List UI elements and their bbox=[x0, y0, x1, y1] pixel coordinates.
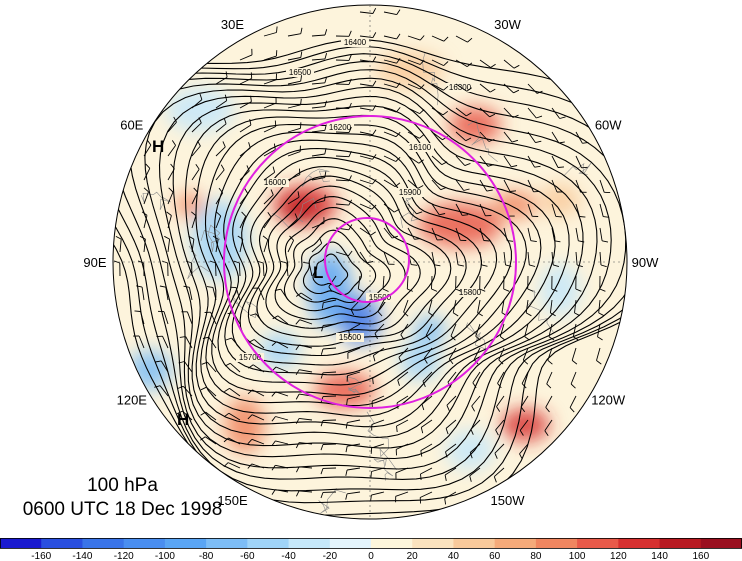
colorbar-tick-label: -160 bbox=[31, 551, 51, 561]
inner-magenta-circle bbox=[324, 217, 410, 303]
colorbar-tick-label: -40 bbox=[281, 551, 296, 561]
colorbar-tick-label: -60 bbox=[240, 551, 255, 561]
polar-stereographic-map: 16400 16500 16300 16200 16100 16000 15900 15800… bbox=[83, 4, 659, 520]
contour-label: 15500 bbox=[369, 293, 392, 302]
longitude-label: 30E bbox=[221, 17, 244, 32]
low-center-label: L bbox=[313, 263, 323, 282]
colorbar-tick-label: -140 bbox=[72, 551, 92, 561]
longitude-label: 90W bbox=[632, 255, 659, 270]
colorbar-swatch bbox=[371, 538, 413, 548]
colorbar-swatch bbox=[535, 538, 578, 548]
contour-label: 15700 bbox=[239, 353, 262, 362]
colorbar-swatch bbox=[700, 538, 742, 548]
longitude-label: 30W bbox=[494, 17, 521, 32]
contour-label: 16500 bbox=[289, 68, 312, 77]
colorbar-swatch bbox=[453, 538, 496, 548]
longitude-label: 150W bbox=[491, 493, 526, 508]
colorbar-swatch bbox=[0, 538, 42, 548]
colorbar-swatch bbox=[164, 538, 207, 548]
colorbar-tick-label: -80 bbox=[199, 551, 214, 561]
valid-time: 0600 UTC 18 Dec 1998 bbox=[22, 499, 223, 520]
colorbar-swatch bbox=[206, 538, 248, 548]
colorbar-swatch bbox=[577, 538, 619, 548]
colorbar-swatch bbox=[82, 538, 125, 548]
longitude-label: 60W bbox=[595, 118, 622, 133]
meridian-lines bbox=[113, 5, 627, 519]
contour-label: 15800 bbox=[459, 288, 482, 297]
colorbar-swatch bbox=[41, 538, 83, 548]
colorbar-tick-label: -100 bbox=[155, 551, 175, 561]
contour-label: 15900 bbox=[399, 188, 422, 197]
colorbar-tick-label: -20 bbox=[323, 551, 338, 561]
longitude-labels: 030W60W90W120W150W180150E120E90E60E30E bbox=[83, 17, 659, 508]
contour-label: 16100 bbox=[409, 143, 432, 152]
colorbar-tick-label: 100 bbox=[569, 551, 586, 561]
colorbar-tick-label: 160 bbox=[692, 551, 709, 561]
contour-label: 16000 bbox=[264, 178, 287, 187]
colorbar-tick-label: -120 bbox=[114, 551, 134, 561]
contour-label: 15600 bbox=[339, 333, 362, 342]
high-center-label: H bbox=[177, 410, 189, 429]
outer-magenta-circle bbox=[223, 115, 517, 409]
longitude-label: 120E bbox=[117, 393, 148, 408]
colorbar-tick-label: 0 bbox=[368, 551, 374, 561]
colorbar-swatch bbox=[494, 538, 537, 548]
colorbar: -160 -140 -120 -100 -80 -60 -40 -20 0 20 40 60 80 100… bbox=[0, 538, 742, 561]
longitude-label: 60E bbox=[120, 118, 143, 133]
wind-barbs bbox=[113, 7, 611, 505]
contour-label: 16200 bbox=[329, 123, 352, 132]
longitude-label: 150E bbox=[217, 493, 248, 508]
contour-label: 16300 bbox=[449, 83, 472, 92]
colorbar-swatch bbox=[247, 538, 290, 548]
colorbar-swatch bbox=[659, 538, 702, 548]
colorbar-tick-label: 140 bbox=[651, 551, 668, 561]
colorbar-swatch bbox=[329, 538, 372, 548]
longitude-label: 90E bbox=[83, 255, 106, 270]
contour-label: 16400 bbox=[344, 38, 367, 47]
pressure-centers: H H L bbox=[152, 137, 323, 429]
map-caption: 100 hPa 0600 UTC 18 Dec 1998 bbox=[0, 474, 245, 522]
colorbar-swatch bbox=[412, 538, 454, 548]
high-center-label: H bbox=[152, 137, 164, 156]
colorbar-tick-label: 20 bbox=[407, 551, 419, 561]
pressure-level: 100 hPa bbox=[87, 475, 158, 496]
colorbar-swatch bbox=[123, 538, 166, 548]
colorbar-tick-label: 60 bbox=[489, 551, 501, 561]
colorbar-tick-label: 80 bbox=[530, 551, 542, 561]
height-contours: 16400 16500 16300 16200 16100 16000 15900 15800… bbox=[113, 38, 627, 516]
colorbar-tick-label: 120 bbox=[610, 551, 627, 561]
colorbar-tick-label: 40 bbox=[448, 551, 460, 561]
colorbar-swatch bbox=[288, 538, 331, 548]
longitude-label: 120W bbox=[591, 393, 626, 408]
colorbar-swatch bbox=[618, 538, 661, 548]
